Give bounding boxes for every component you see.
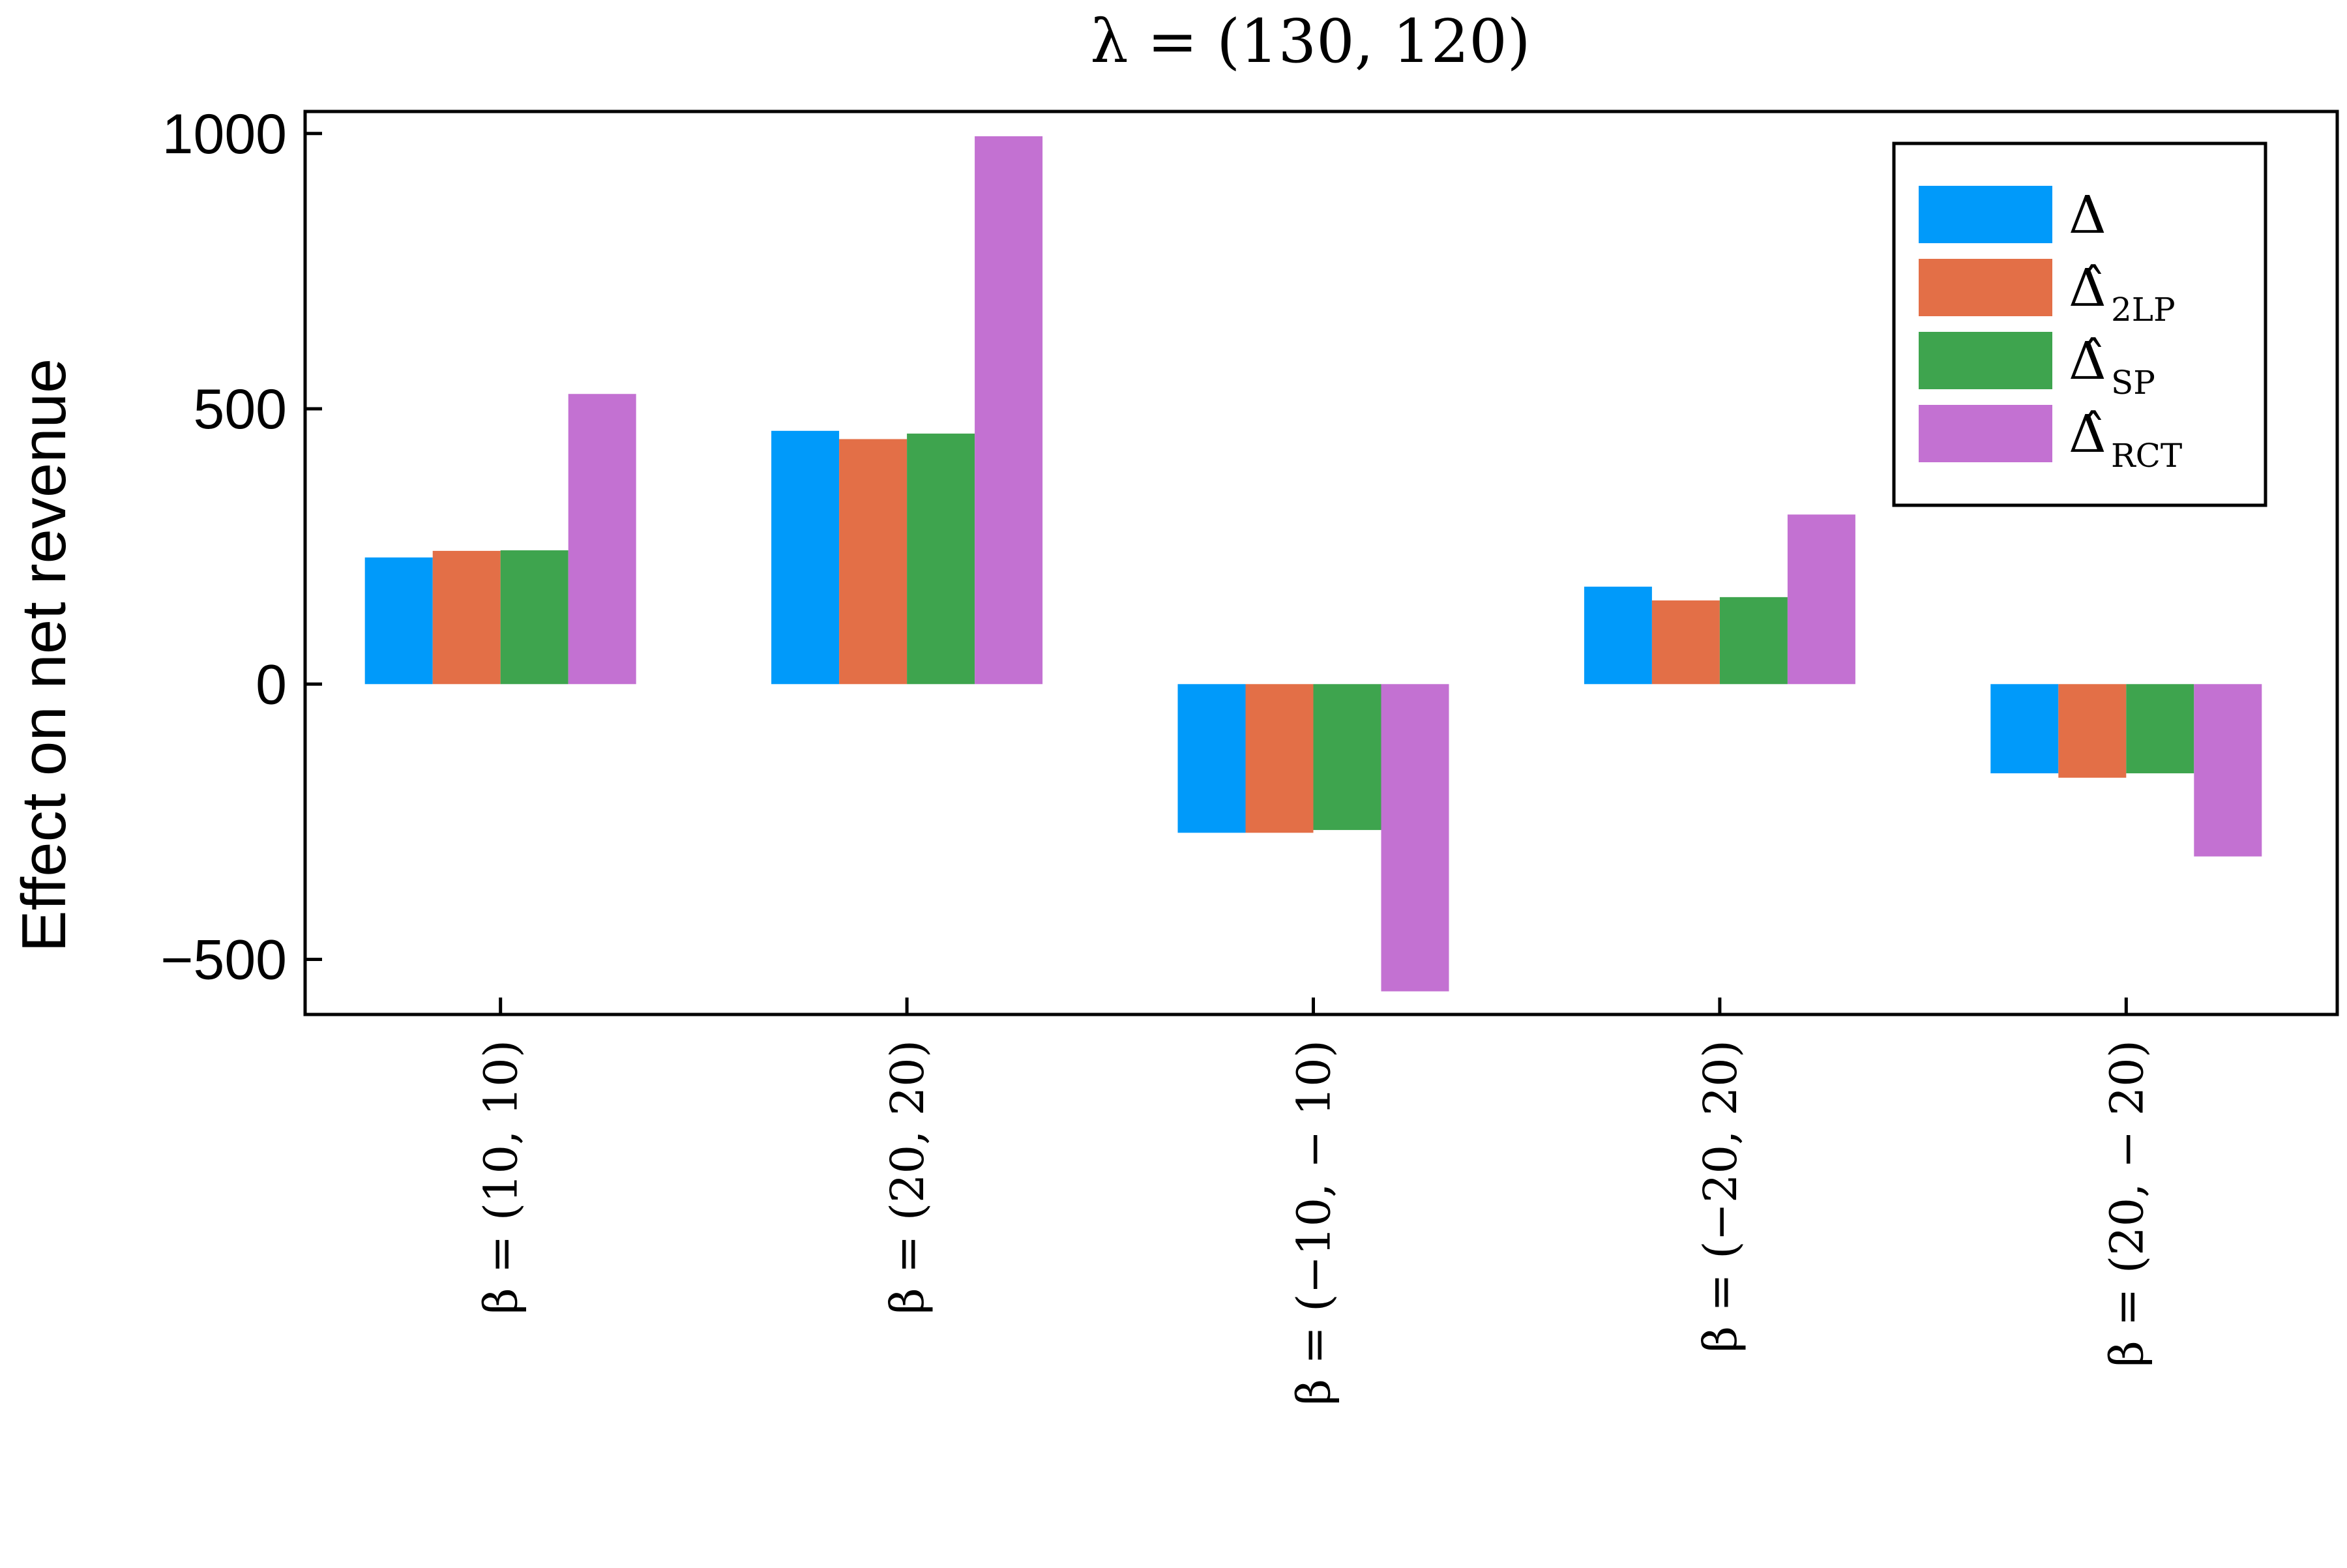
x-category-label: β = (10, 10) (475, 1040, 528, 1314)
x-category-label: β = (20, 20) (881, 1040, 934, 1314)
bar-3-1 (1651, 600, 1720, 685)
bar-0-3 (568, 394, 636, 685)
bar-2-2 (1313, 684, 1381, 831)
legend-swatch (1919, 332, 2052, 389)
bar-1-3 (975, 136, 1043, 685)
bar-1-1 (839, 439, 908, 685)
legend-swatch (1919, 186, 2052, 243)
y-tick-label: 0 (256, 653, 287, 716)
legend-subscript: SP (2111, 364, 2155, 402)
bar-2-3 (1381, 684, 1449, 992)
bar-4-1 (2058, 684, 2127, 778)
x-category-label: β = (20, − 20) (2100, 1040, 2153, 1367)
bar-4-2 (2126, 684, 2194, 774)
bar-1-0 (771, 430, 840, 685)
bar-0-0 (364, 557, 433, 685)
y-tick-label: 500 (194, 378, 288, 441)
legend-label: Δ (2069, 185, 2106, 245)
legend-label: Δ̂ (2069, 258, 2106, 318)
x-category-label: β = (−20, 20) (1694, 1040, 1747, 1353)
y-tick-label: 1000 (162, 103, 287, 166)
y-tick-label: −500 (160, 929, 287, 992)
bar-4-3 (2194, 684, 2262, 857)
bar-2-1 (1245, 684, 1314, 833)
legend-swatch (1919, 405, 2052, 462)
legend-label: Δ̂ (2069, 404, 2106, 464)
bar-3-0 (1584, 586, 1652, 685)
bar-3-3 (1787, 514, 1855, 685)
bar-0-2 (500, 550, 568, 685)
bar-2-0 (1177, 684, 1246, 833)
legend-subscript: 2LP (2111, 291, 2176, 329)
legend-swatch (1919, 259, 2052, 316)
legend-label: Δ̂ (2069, 331, 2106, 391)
bar-3-2 (1719, 597, 1788, 685)
plot-area: −500 0 500 1000 β = (10, 10) β = (20, 20) β = … (160, 103, 2339, 1405)
y-axis-label: Effect on net revenue (9, 359, 79, 953)
plot-frame (303, 110, 2339, 1016)
bar-4-0 (1990, 684, 2059, 774)
bar-0-1 (432, 550, 501, 685)
legend-subscript: RCT (2111, 437, 2182, 475)
bar-1-2 (907, 434, 975, 685)
chart-title: λ = (130, 120) (1090, 7, 1530, 76)
x-category-label: β = (−10, − 10) (1288, 1040, 1341, 1405)
